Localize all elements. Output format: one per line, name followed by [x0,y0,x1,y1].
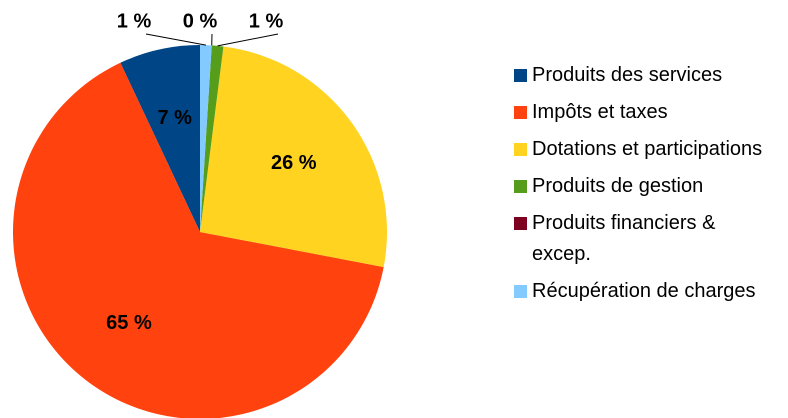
data-label: 26 % [271,152,317,174]
legend-swatch [514,285,527,298]
legend-item: Produits des services [514,60,766,91]
legend-swatch [514,106,527,119]
data-label: 1 % [117,10,152,32]
legend-label: Dotations et participations [532,138,763,160]
data-label: 1 % [249,10,284,32]
legend-item: Produits financiers & excep. [514,208,766,270]
leader-line [145,33,206,46]
pie-slice [200,45,212,232]
pie-slice [120,45,200,232]
leader-line [217,33,279,47]
legend-item: Produits de gestion [514,171,766,202]
data-label: 7 % [157,107,192,129]
legend: Produits des services Impôts et taxes Dota… [514,60,766,313]
legend-item: Récupération de charges [514,276,766,307]
legend-label: Produits des services [532,64,723,86]
legend-label: Récupération de charges [532,280,756,302]
pie-slice [13,62,384,418]
pie-area: 7 % 65 % 26 % 1 % 0 % 1 % [13,10,387,418]
data-label: 0 % [183,10,218,32]
legend-swatch [514,180,527,193]
legend-swatch [514,143,527,156]
legend-swatch [514,217,527,230]
legend-item: Impôts et taxes [514,97,766,128]
legend-item: Dotations et participations [514,134,766,165]
legend-label: Impôts et taxes [532,101,668,123]
legend-swatch [514,69,527,82]
pie-slice [200,46,387,268]
legend-label: Produits de gestion [532,175,704,197]
legend-label: Produits financiers & excep. [532,212,716,265]
data-label: 65 % [106,312,152,334]
pie-slice [200,45,224,232]
